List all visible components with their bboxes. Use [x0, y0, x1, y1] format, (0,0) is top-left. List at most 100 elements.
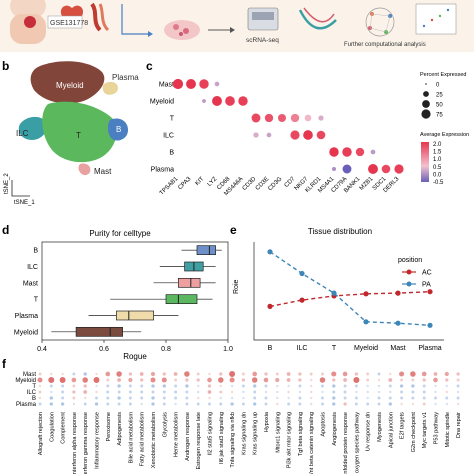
heatmap-dot	[366, 384, 369, 388]
heatmap-dot	[60, 402, 65, 406]
heatmap-dot	[321, 402, 324, 406]
heatmap-column-label: Dna repair	[456, 412, 462, 438]
line-series-point	[299, 270, 305, 277]
heatmap-dot	[128, 402, 132, 406]
heatmap-dot	[150, 377, 156, 383]
heatmap-column-label: Inflammatory response	[95, 412, 101, 469]
heatmap-dot	[276, 402, 279, 406]
heatmap-dot	[196, 378, 200, 382]
lineplot-xtick-label: ILC	[297, 345, 308, 352]
lineplot-title: Tissue distribution	[308, 227, 372, 236]
heatmap-dot	[140, 396, 144, 400]
heatmap-dot	[37, 377, 43, 383]
heatmap-row-label: Plasma	[16, 402, 37, 408]
heatmap-column-label: Myc targets v1	[422, 412, 428, 448]
color-legend-bar	[421, 142, 429, 182]
heatmap-dot	[343, 378, 347, 382]
dotplot-dot	[342, 147, 352, 157]
heatmap-dot	[219, 396, 223, 400]
heatmap-dot	[445, 384, 449, 388]
dotplot-dot	[370, 149, 376, 155]
heatmap-dot	[83, 396, 87, 400]
heatmap-dot	[422, 390, 426, 394]
heatmap-dot	[456, 378, 460, 382]
heatmap-dot	[264, 372, 268, 376]
heatmap-dot	[230, 396, 234, 400]
color-legend-label: -0.5	[433, 180, 444, 186]
trajectory-icon	[298, 7, 337, 30]
heatmap-dot	[276, 396, 279, 400]
cluster-label-b: B	[116, 125, 121, 134]
line-series-point	[395, 290, 401, 296]
network-icon	[365, 7, 395, 37]
heatmap-dot	[377, 378, 381, 382]
heatmap-dot	[377, 372, 381, 376]
heatmap-dot	[38, 402, 42, 406]
heatmap-dot	[184, 371, 190, 377]
lineplot-xtick-label: B	[268, 345, 273, 352]
heatmap-dot	[264, 384, 268, 388]
geo-box	[47, 15, 83, 29]
heatmap-dot	[354, 402, 358, 406]
panel-e-letter: e	[230, 223, 237, 237]
heatmap-dot	[48, 377, 55, 383]
sequencer-icon	[247, 7, 279, 31]
heatmap-dot	[185, 390, 189, 394]
line-series-point	[427, 289, 433, 295]
heatmap-column-label: Androgen response	[185, 412, 191, 461]
heatmap-dot	[400, 378, 404, 382]
heatmap-dot	[151, 384, 155, 388]
heatmap-row-label: B	[32, 396, 36, 402]
heatmap-dot	[298, 384, 302, 388]
heatmap-dot	[287, 402, 291, 406]
heatmap-dot	[321, 372, 324, 376]
heatmap-column-label: Mtorc1 signaling	[275, 412, 281, 453]
dotplot-dot	[318, 115, 324, 121]
heatmap-dot	[434, 396, 437, 400]
heatmap-dot	[128, 390, 132, 394]
heatmap-dot	[140, 378, 144, 382]
line-series-point	[299, 297, 305, 303]
heatmap-dot	[276, 384, 279, 388]
heatmap-dot	[162, 384, 166, 388]
heatmap-dot	[354, 372, 359, 376]
dotplot-row-label: B	[169, 150, 174, 157]
heatmap-dot	[174, 384, 178, 388]
dotplot-dot	[277, 113, 287, 123]
heatmap-dot	[319, 377, 326, 383]
heatmap-dot	[410, 371, 416, 377]
heatmap-column-label: Myogenesis	[377, 412, 383, 442]
heatmap-column-label: Bile acid metabolism	[128, 412, 134, 464]
dotplot-dot	[290, 113, 300, 123]
heatmap-dot	[61, 390, 65, 394]
heatmap-dot	[366, 390, 369, 394]
heatmap-column-label: G2m checkpoint	[411, 412, 417, 453]
heatmap-dot	[117, 384, 121, 388]
line-legend-label: AC	[422, 270, 432, 277]
heatmap-dot	[241, 378, 246, 382]
heatmap-dot	[422, 384, 426, 388]
heatmap-column-label: P53 pathway	[434, 412, 440, 445]
heatmap-column-label: Apoptosis	[321, 412, 327, 437]
heatmap-dot	[162, 402, 166, 406]
heatmap-dot	[151, 390, 155, 394]
line-legend-swatch-dot	[406, 269, 412, 275]
heatmap-dot	[38, 396, 42, 400]
heatmap-dot	[388, 378, 393, 382]
heatmap-dot	[174, 390, 178, 394]
cluster-ilc	[18, 116, 48, 140]
heatmap-dot	[309, 396, 313, 400]
heatmap-column-label: Glycolysis	[162, 412, 168, 437]
lineplot-xtick-label: T	[332, 345, 337, 352]
heatmap-dot	[354, 384, 358, 388]
heatmap-dot	[151, 396, 155, 400]
boxplot-title: Purity for celltype	[89, 229, 151, 238]
heatmap-dot	[207, 384, 212, 388]
heatmap-dot	[105, 371, 111, 377]
boxplot-box	[165, 294, 198, 305]
heatmap-row-label: Mast	[23, 372, 36, 378]
line-series-point	[267, 303, 273, 309]
heatmap-dot	[276, 390, 279, 394]
panel-b-tsne: b Myeloid Plasma ILC T B Mast tSNE_1 tSN…	[2, 59, 139, 206]
